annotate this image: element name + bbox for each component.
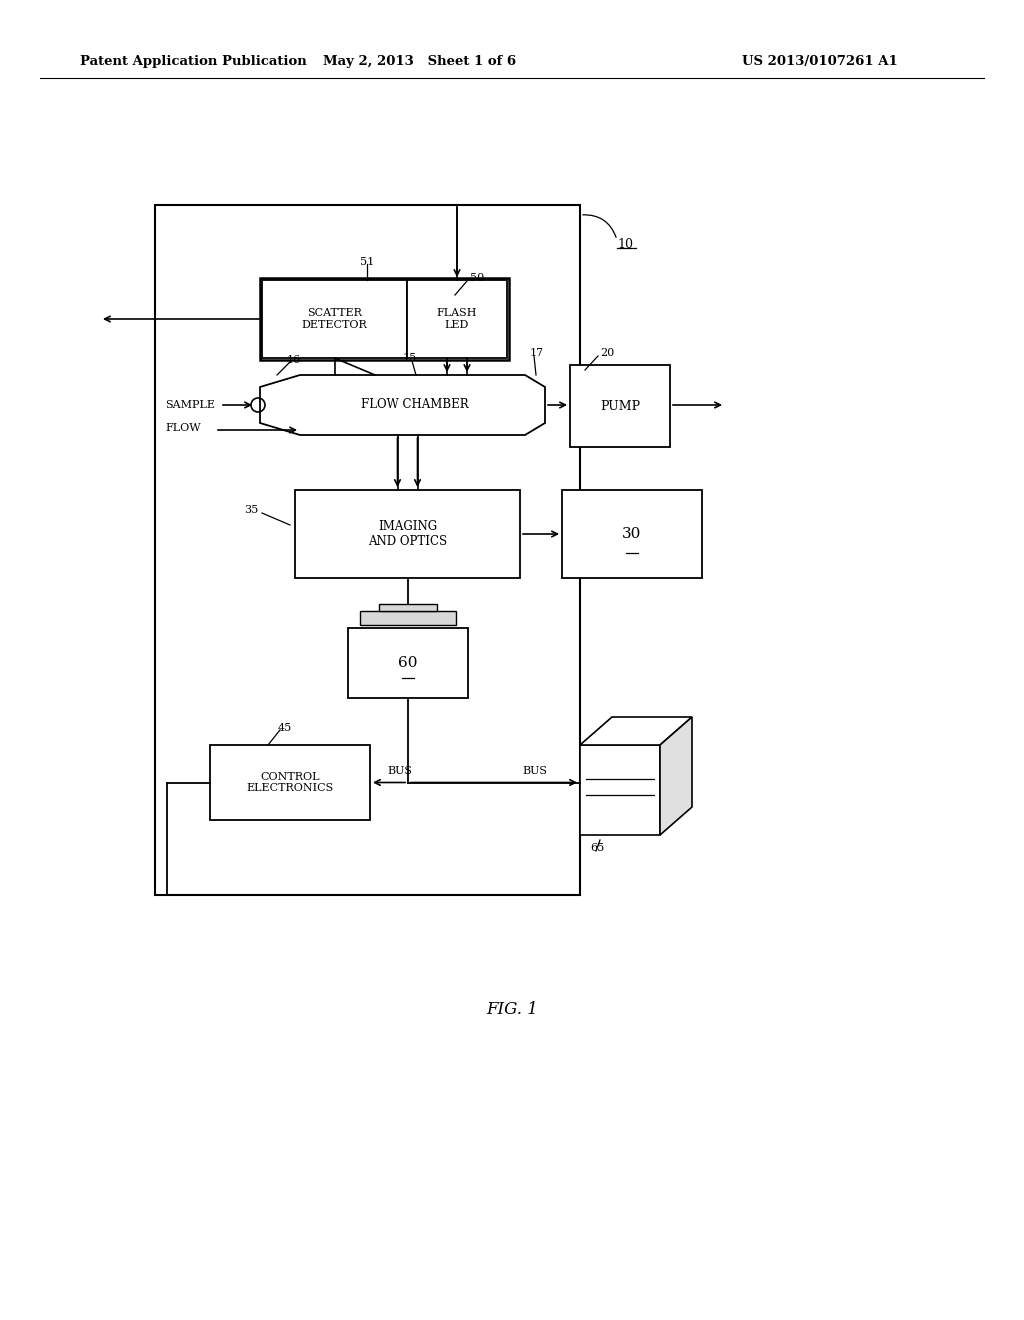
Text: SAMPLE: SAMPLE [165,400,215,411]
Text: 35: 35 [244,506,258,515]
Bar [570,366,670,447]
Text: CONTROL
ELECTRONICS: CONTROL ELECTRONICS [247,772,334,793]
Text: SCATTER
DETECTOR: SCATTER DETECTOR [302,308,368,330]
Text: FIG. 1: FIG. 1 [486,1002,538,1019]
Text: Patent Application Publication: Patent Application Publication [80,55,307,69]
Text: PUMP: PUMP [600,400,640,412]
Polygon shape [660,717,692,836]
Bar [379,605,437,611]
Text: BUS: BUS [522,766,548,776]
Text: 45: 45 [278,723,292,733]
Text: 10: 10 [617,239,633,252]
Text: 65: 65 [590,843,604,853]
Text: FLOW CHAMBER: FLOW CHAMBER [361,399,469,412]
Bar [262,280,407,358]
Bar [580,744,660,836]
Bar [260,279,509,360]
Text: FLOW: FLOW [165,422,201,433]
Polygon shape [580,717,692,744]
Bar [562,490,702,578]
Polygon shape [260,375,545,436]
Text: 60: 60 [398,656,418,671]
Text: IMAGING
AND OPTICS: IMAGING AND OPTICS [368,520,447,548]
Bar [348,628,468,698]
Bar [155,205,580,895]
Text: US 2013/0107261 A1: US 2013/0107261 A1 [742,55,898,69]
Text: May 2, 2013   Sheet 1 of 6: May 2, 2013 Sheet 1 of 6 [324,55,516,69]
Text: 15: 15 [403,352,417,363]
Bar [407,280,507,358]
Text: BUS: BUS [387,766,413,776]
Text: 16: 16 [287,355,301,366]
Text: 30: 30 [623,527,642,541]
Bar [210,744,370,820]
Bar [295,490,520,578]
Bar [360,611,456,624]
Text: 50: 50 [470,273,484,282]
Text: FLASH
LED: FLASH LED [437,308,477,330]
Text: 20: 20 [600,348,614,358]
Text: 17: 17 [530,348,544,358]
Text: 51: 51 [360,257,374,267]
